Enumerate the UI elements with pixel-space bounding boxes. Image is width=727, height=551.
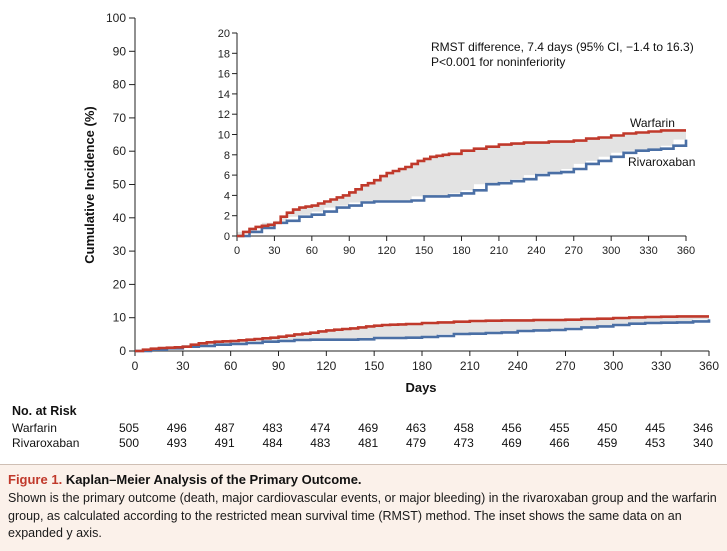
risk-value: 483: [262, 421, 282, 435]
risk-value: 445: [645, 421, 665, 435]
inset-rivaroxaban-line: [237, 139, 688, 238]
risk-value: 466: [549, 436, 569, 450]
main-shaded-difference: [135, 316, 709, 351]
risk-value: 469: [502, 436, 522, 450]
main-x-tick-label: 240: [508, 359, 528, 373]
inset-x-tick-label: 210: [490, 245, 508, 257]
main-x-tick-label: 300: [603, 359, 623, 373]
inset-y-tick-label: 8: [224, 150, 230, 162]
inset-x-tick-label: 0: [234, 245, 240, 257]
inset-warfarin-line: [237, 129, 686, 238]
main-y-tick-label: 100: [106, 11, 126, 25]
inset-y-tick-label: 6: [224, 170, 230, 182]
inset-y-tick-label: 4: [224, 190, 230, 202]
inset-x-tick-label: 330: [639, 245, 657, 257]
risk-value: 479: [406, 436, 426, 450]
main-x-tick-label: 60: [224, 359, 238, 373]
inset-y-tick-label: 18: [218, 48, 230, 60]
caption-label: Figure 1.: [8, 472, 63, 487]
risk-value: 473: [454, 436, 474, 450]
risk-value: 487: [215, 421, 235, 435]
inset-shaded-difference: [237, 130, 686, 236]
risk-value: 346: [693, 421, 713, 435]
risk-value: 469: [358, 421, 378, 435]
main-x-axis-title: Days: [405, 380, 436, 395]
main-y-tick-label: 90: [113, 44, 127, 58]
main-x-tick-label: 0: [132, 359, 139, 373]
main-x-tick-label: 90: [272, 359, 286, 373]
main-y-tick-label: 30: [113, 244, 127, 258]
main-x-tick-label: 30: [176, 359, 190, 373]
risk-value: 463: [406, 421, 426, 435]
main-y-tick-label: 70: [113, 111, 127, 125]
risk-value: 496: [167, 421, 187, 435]
risk-value: 505: [119, 421, 139, 435]
inset-y-tick-label: 12: [218, 109, 230, 121]
risk-value: 481: [358, 436, 378, 450]
caption-body: Shown is the primary outcome (death, maj…: [8, 491, 717, 540]
inset-y-tick-label: 14: [218, 89, 230, 101]
risk-value: 450: [597, 421, 617, 435]
inset-x-tick-label: 180: [452, 245, 470, 257]
main-y-tick-label: 20: [113, 277, 127, 291]
figure-caption: Figure 1. Kaplan–Meier Analysis of the P…: [0, 464, 727, 551]
risk-value: 455: [549, 421, 569, 435]
risk-value: 484: [262, 436, 282, 450]
inset-y-tick-label: 0: [224, 231, 230, 243]
inset-x-tick-label: 270: [565, 245, 583, 257]
inset-x-tick-label: 30: [268, 245, 280, 257]
main-y-axis-title: Cumulative Incidence (%): [82, 106, 97, 263]
main-y-tick-label: 40: [113, 211, 127, 225]
inset-x-tick-label: 60: [306, 245, 318, 257]
main-x-tick-label: 360: [699, 359, 719, 373]
main-x-tick-label: 270: [555, 359, 575, 373]
risk-value: 453: [645, 436, 665, 450]
inset-annotation-pvalue: P<0.001 for noninferiority: [431, 55, 565, 69]
main-x-tick-label: 330: [651, 359, 671, 373]
inset-x-tick-label: 150: [415, 245, 433, 257]
inset-label-warfarin: Warfarin: [630, 116, 675, 130]
risk-value: 491: [215, 436, 235, 450]
inset-chart: 0 2 4 6 8 10 12 14 16 18 20 0 30 60 90 120 150 180 210 240 2…: [218, 28, 696, 257]
inset-y-tick-label: 20: [218, 28, 230, 40]
main-y-tick-label: 50: [113, 178, 127, 192]
inset-y-tick-label: 10: [218, 130, 230, 142]
risk-value: 456: [502, 421, 522, 435]
main-rivaroxaban-line: [135, 319, 711, 353]
risk-value: 340: [693, 436, 713, 450]
caption-title: Figure 1. Kaplan–Meier Analysis of the P…: [8, 471, 719, 489]
main-warfarin-line: [135, 315, 709, 353]
risk-value: 474: [310, 421, 330, 435]
main-x-tick-label: 150: [364, 359, 384, 373]
main-x-tick-label: 180: [412, 359, 432, 373]
risk-table-title: No. at Risk: [12, 404, 77, 418]
main-x-tick-label: 210: [460, 359, 480, 373]
inset-y-tick-label: 16: [218, 69, 230, 81]
main-y-tick-label: 10: [113, 311, 127, 325]
main-y-tick-label: 0: [119, 344, 126, 358]
risk-value: 458: [454, 421, 474, 435]
risk-value: 483: [310, 436, 330, 450]
main-y-tick-label: 80: [113, 78, 127, 92]
main-x-tick-label: 120: [316, 359, 336, 373]
inset-y-tick-label: 2: [224, 211, 230, 223]
inset-x-tick-label: 120: [377, 245, 395, 257]
risk-value: 493: [167, 436, 187, 450]
inset-x-tick-label: 240: [527, 245, 545, 257]
risk-row-label: Warfarin: [12, 421, 57, 435]
risk-row-label: Rivaroxaban: [12, 436, 79, 450]
inset-annotation-rmst: RMST difference, 7.4 days (95% CI, −1.4 …: [431, 40, 694, 54]
inset-x-tick-label: 360: [677, 245, 695, 257]
main-y-tick-label: 60: [113, 144, 127, 158]
risk-value: 459: [597, 436, 617, 450]
risk-value: 500: [119, 436, 139, 450]
inset-x-tick-label: 300: [602, 245, 620, 257]
inset-x-tick-label: 90: [343, 245, 355, 257]
caption-heading: Kaplan–Meier Analysis of the Primary Out…: [65, 472, 362, 487]
inset-label-rivaroxaban: Rivaroxaban: [628, 155, 695, 169]
